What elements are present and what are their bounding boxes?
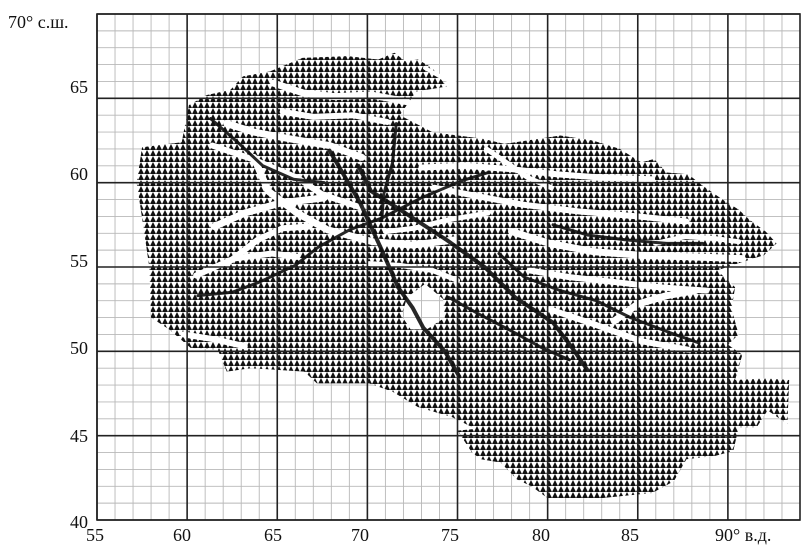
y-label-55: 55 — [70, 251, 88, 271]
stream-corridor — [526, 267, 710, 294]
stream-corridor — [180, 331, 248, 350]
hatched-region — [136, 52, 790, 499]
y-label-40: 40 — [70, 512, 88, 532]
dark-corridor — [497, 252, 701, 345]
x-label-55: 55 — [86, 525, 104, 545]
stream-corridor — [209, 142, 365, 211]
stream-corridor — [546, 306, 692, 353]
stream-corridor — [223, 223, 313, 267]
y-label-70: 70° с.ш. — [8, 12, 69, 32]
stream-corridor — [508, 228, 746, 263]
x-label-65: 65 — [264, 525, 282, 545]
stream-corridor — [610, 287, 699, 325]
x-label-85: 85 — [621, 525, 639, 545]
stream-corridor — [270, 79, 411, 106]
stream-corridor — [431, 184, 690, 225]
tick-labels: 70° с.ш. 65 60 55 50 45 40 55 60 65 70 7… — [8, 12, 771, 545]
x-label-75: 75 — [441, 525, 459, 545]
stream-corridor — [653, 234, 742, 246]
dark-corridor — [380, 122, 398, 222]
stream-corridor — [366, 261, 461, 283]
stream-corridor — [210, 194, 328, 231]
stream-corridor — [250, 153, 458, 249]
x-label-80: 80 — [532, 525, 550, 545]
stream-corridor — [382, 210, 491, 235]
y-label-45: 45 — [70, 426, 88, 446]
y-label-60: 60 — [70, 164, 88, 184]
stream-corridor — [423, 65, 462, 87]
dark-corridor — [209, 117, 326, 185]
stream-corridor — [223, 120, 366, 161]
x-label-90: 90° в.д. — [715, 525, 771, 545]
x-label-60: 60 — [173, 525, 191, 545]
dark-path-layer — [196, 117, 705, 379]
stream-corridor — [279, 108, 391, 125]
dark-corridor — [551, 223, 705, 245]
y-label-65: 65 — [70, 77, 88, 97]
x-label-70: 70 — [351, 525, 369, 545]
dark-corridor — [196, 171, 490, 298]
dark-corridor — [327, 148, 462, 379]
plot-frame — [96, 13, 801, 521]
y-label-50: 50 — [70, 338, 88, 358]
